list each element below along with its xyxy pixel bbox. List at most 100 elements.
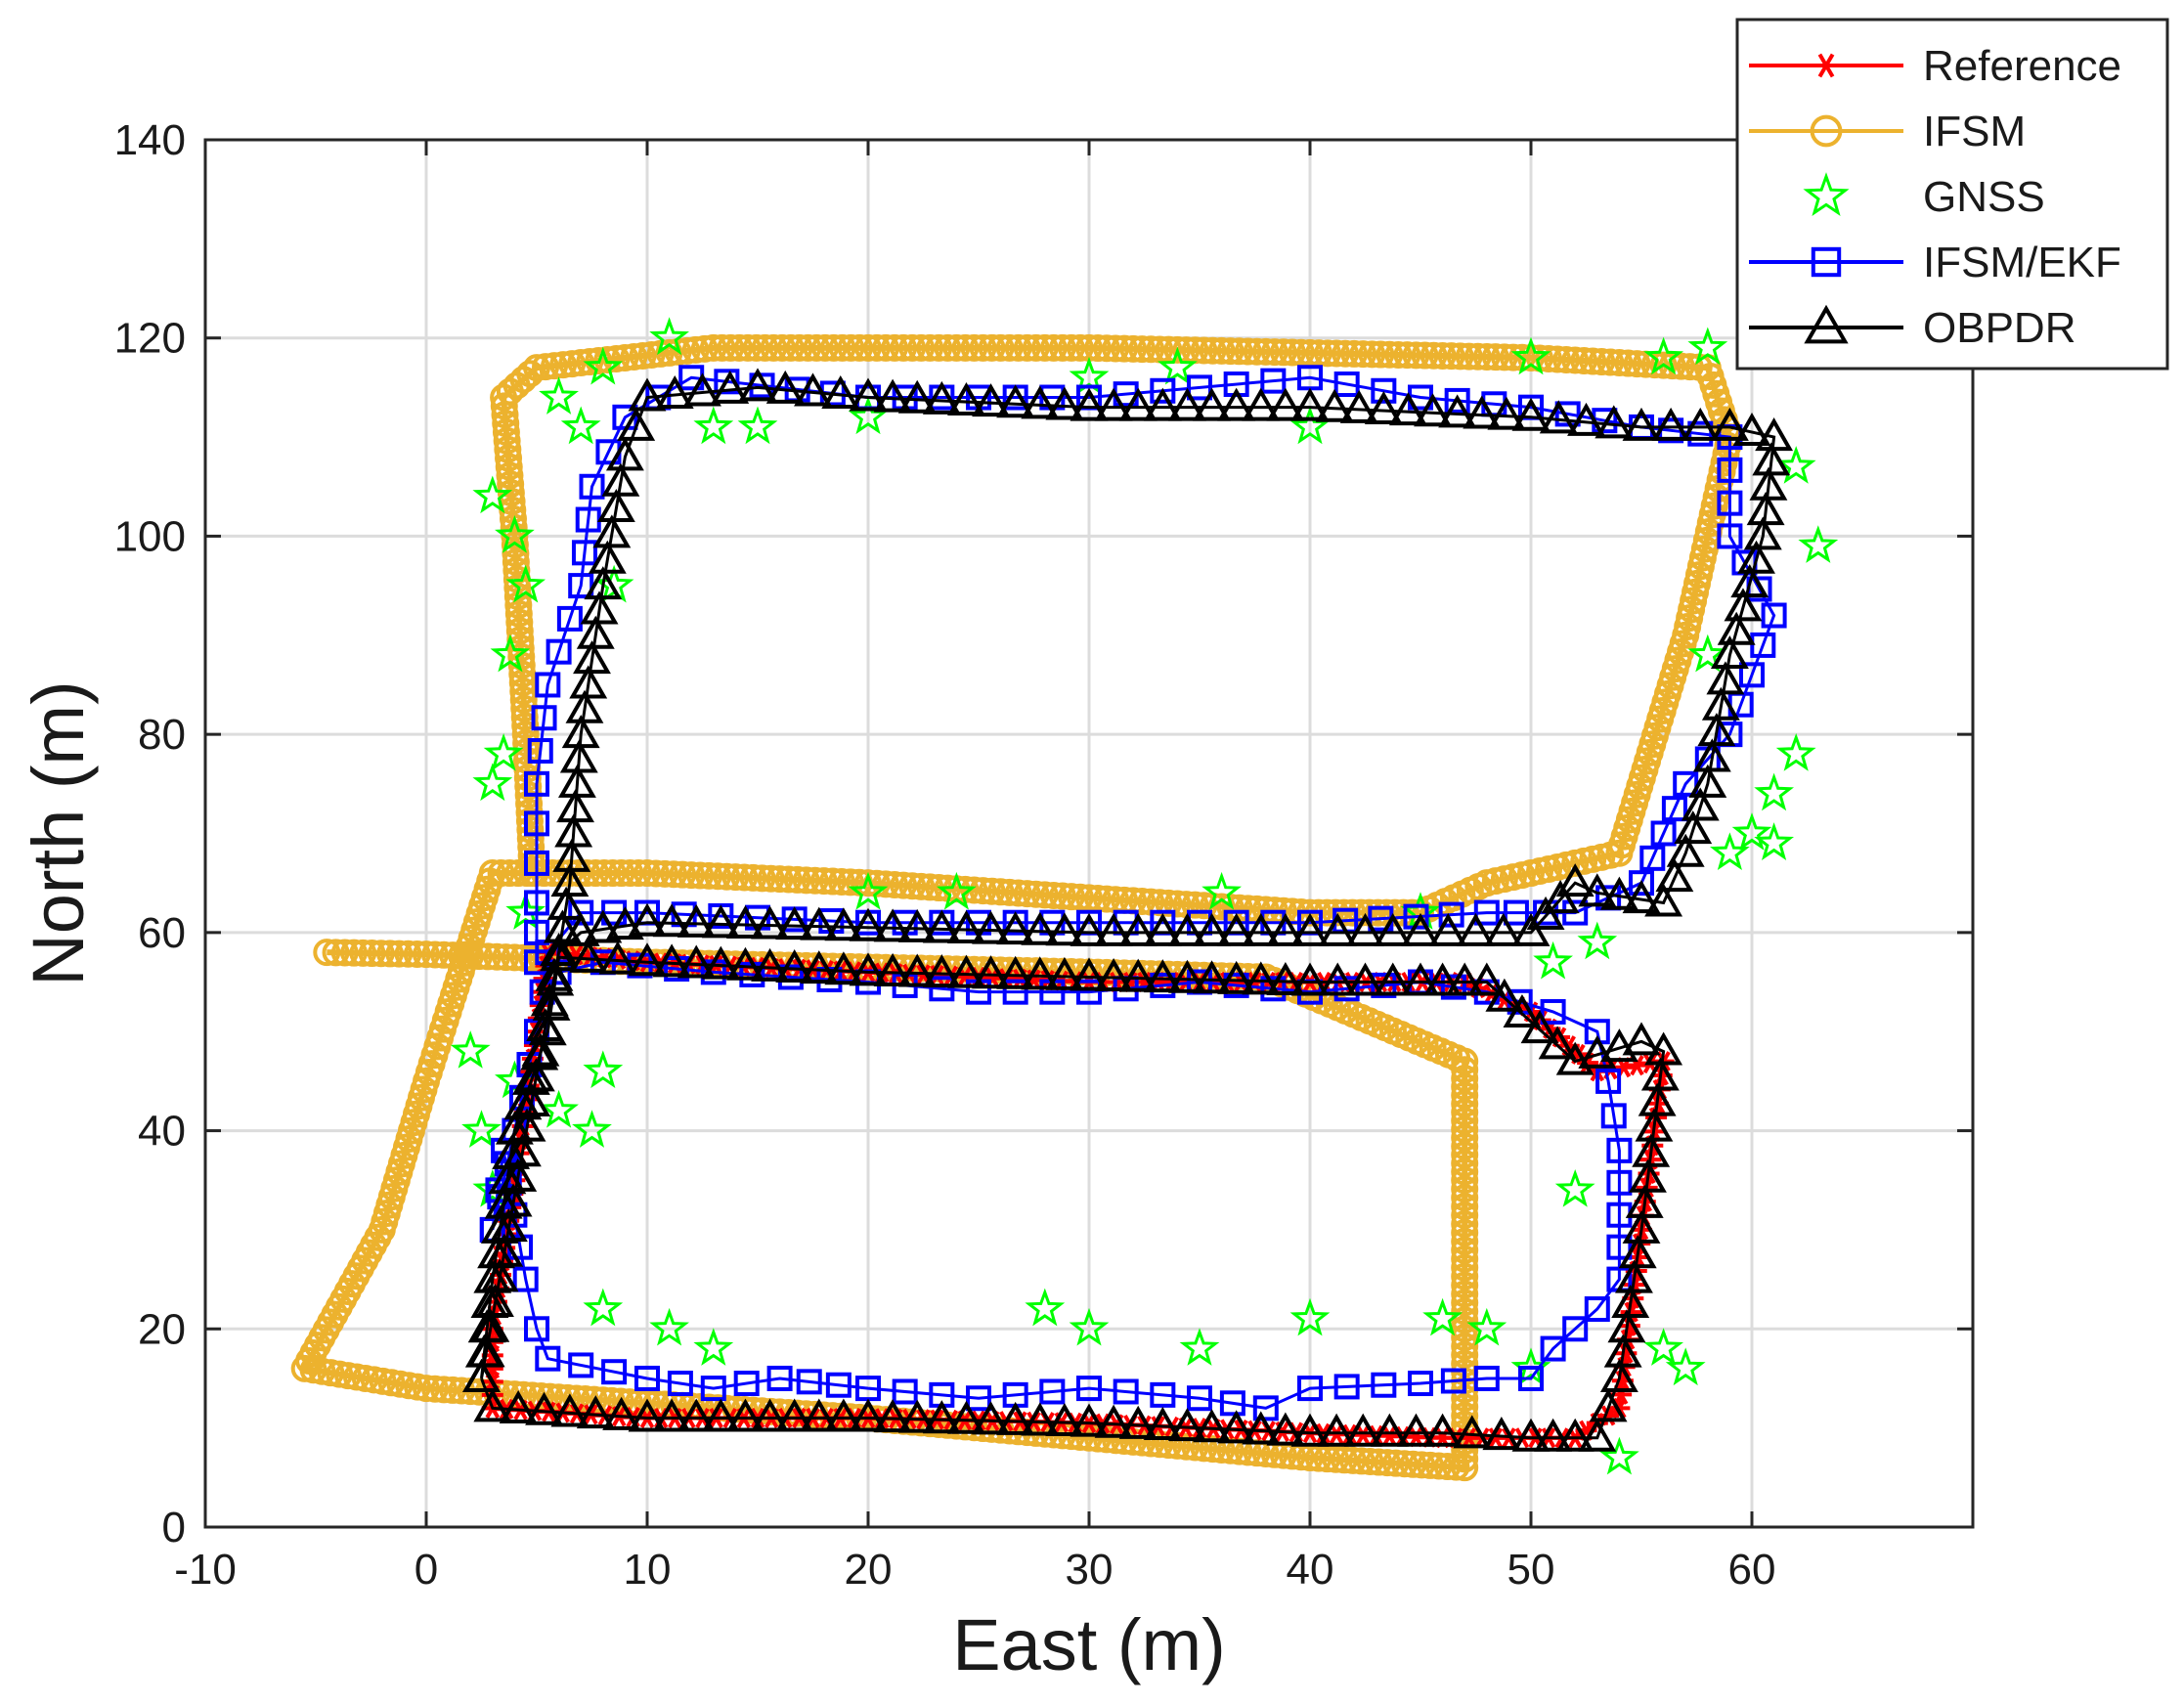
marker-obpdr: [1070, 387, 1109, 421]
marker-obpdr: [1167, 959, 1206, 993]
marker-obpdr: [652, 903, 691, 938]
marker-obpdr: [1193, 387, 1232, 421]
marker-ifsm: [704, 862, 732, 891]
marker-ifsm: [1332, 339, 1360, 368]
marker-ifsm-ekf: [1584, 1296, 1610, 1323]
marker-ifsm-ekf: [1750, 632, 1776, 658]
marker-ifsm: [1234, 337, 1262, 366]
marker-ifsm: [1451, 1090, 1479, 1118]
marker-ifsm: [725, 333, 754, 362]
marker-obpdr: [1622, 1209, 1661, 1244]
marker-ifsm: [492, 418, 520, 447]
marker-ifsm: [515, 790, 544, 818]
marker-obpdr: [1346, 962, 1384, 996]
marker-ifsm-ekf: [1473, 899, 1500, 926]
marker-obpdr: [946, 954, 985, 988]
marker-ifsm: [1451, 1056, 1479, 1084]
marker-ifsm: [502, 556, 531, 585]
marker-gnss: [1643, 1328, 1683, 1366]
marker-gnss: [472, 475, 513, 514]
marker-obpdr: [580, 590, 619, 625]
marker-ifsm-ekf: [524, 890, 549, 916]
marker-gnss: [1775, 732, 1816, 771]
marker-ifsm-ekf: [1002, 979, 1028, 1005]
marker-obpdr: [1290, 387, 1330, 421]
marker-gnss: [1754, 822, 1794, 860]
marker-obpdr: [1453, 1415, 1492, 1449]
marker-gnss: [1554, 1169, 1595, 1207]
marker-gnss: [848, 871, 889, 910]
marker-gnss: [1158, 346, 1198, 385]
marker-ifsm: [576, 348, 604, 376]
marker-ifsm-ekf: [1408, 1371, 1433, 1397]
marker-obpdr: [1193, 960, 1232, 994]
marker-ifsm: [506, 634, 535, 663]
marker-ifsm-ekf: [546, 638, 572, 665]
marker-ifsm: [496, 461, 524, 490]
marker-gnss: [937, 871, 977, 910]
x-tick-label: 50: [1507, 1546, 1555, 1594]
marker-ifsm: [960, 876, 988, 904]
marker-ifsm: [881, 333, 909, 362]
marker-ifsm-ekf: [1076, 1376, 1102, 1402]
marker-obpdr: [1388, 392, 1427, 426]
marker-obpdr: [499, 1158, 538, 1192]
marker-gnss: [461, 1110, 502, 1148]
marker-obpdr: [1438, 394, 1477, 428]
marker-ifsm: [1190, 892, 1218, 920]
marker-ifsm: [1451, 1158, 1479, 1186]
marker-ifsm: [1365, 1448, 1393, 1476]
marker-ifsm: [708, 333, 736, 362]
marker-ifsm-ekf: [1260, 368, 1287, 394]
marker-ifsm: [1451, 1393, 1479, 1421]
marker-ifsm-ekf: [1333, 1374, 1360, 1400]
marker-ifsm-ekf: [1606, 1137, 1633, 1163]
marker-ifsm-ekf: [1673, 770, 1699, 797]
marker-ifsm: [1544, 345, 1572, 373]
marker-obpdr: [1242, 387, 1281, 421]
marker-obpdr: [605, 437, 644, 471]
marker-ifsm-ekf: [1503, 899, 1529, 926]
marker-ifsm: [1451, 1115, 1479, 1144]
marker-ifsm: [494, 435, 522, 463]
marker-obpdr: [1578, 1034, 1617, 1069]
marker-obpdr: [1594, 405, 1634, 439]
marker-ifsm-ekf: [1717, 457, 1743, 483]
marker-ifsm-ekf: [601, 1359, 628, 1385]
marker-ifsm: [1451, 1141, 1479, 1169]
marker-ifsm: [1451, 1306, 1479, 1334]
marker-ifsm: [1155, 889, 1183, 917]
marker-ifsm: [942, 333, 971, 362]
marker-gnss: [1798, 525, 1839, 563]
marker-ifsm-ekf: [1518, 1365, 1544, 1391]
marker-obpdr: [1622, 407, 1661, 441]
marker-ifsm-ekf: [512, 1266, 539, 1292]
marker-ifsm-ekf: [1595, 1068, 1622, 1094]
marker-ifsm: [995, 333, 1024, 362]
legend-marker-obpdr: [1804, 304, 1849, 344]
x-tick-label: 60: [1728, 1546, 1776, 1594]
marker-ifsm: [501, 531, 529, 559]
marker-obpdr: [605, 906, 644, 940]
marker-obpdr: [1681, 407, 1720, 441]
marker-ifsm: [512, 729, 541, 758]
marker-ifsm: [394, 940, 422, 968]
marker-ifsm: [819, 333, 848, 362]
marker-gnss: [539, 376, 579, 415]
marker-ifsm: [1517, 343, 1545, 372]
marker-ifsm: [511, 721, 540, 749]
marker-obpdr: [972, 1401, 1011, 1435]
marker-ifsm: [499, 504, 527, 533]
marker-ifsm: [483, 942, 511, 971]
marker-ifsm: [898, 333, 927, 362]
marker-obpdr: [1555, 863, 1594, 897]
marker-obpdr: [1538, 1026, 1577, 1060]
marker-obpdr: [1701, 686, 1740, 721]
y-tick-label: 120: [114, 315, 186, 363]
marker-obpdr: [576, 615, 615, 649]
marker-ifsm: [313, 939, 341, 967]
marker-obpdr: [601, 462, 640, 497]
marker-ifsm: [1649, 351, 1678, 379]
marker-obpdr: [502, 1133, 542, 1167]
marker-gnss: [483, 732, 524, 771]
